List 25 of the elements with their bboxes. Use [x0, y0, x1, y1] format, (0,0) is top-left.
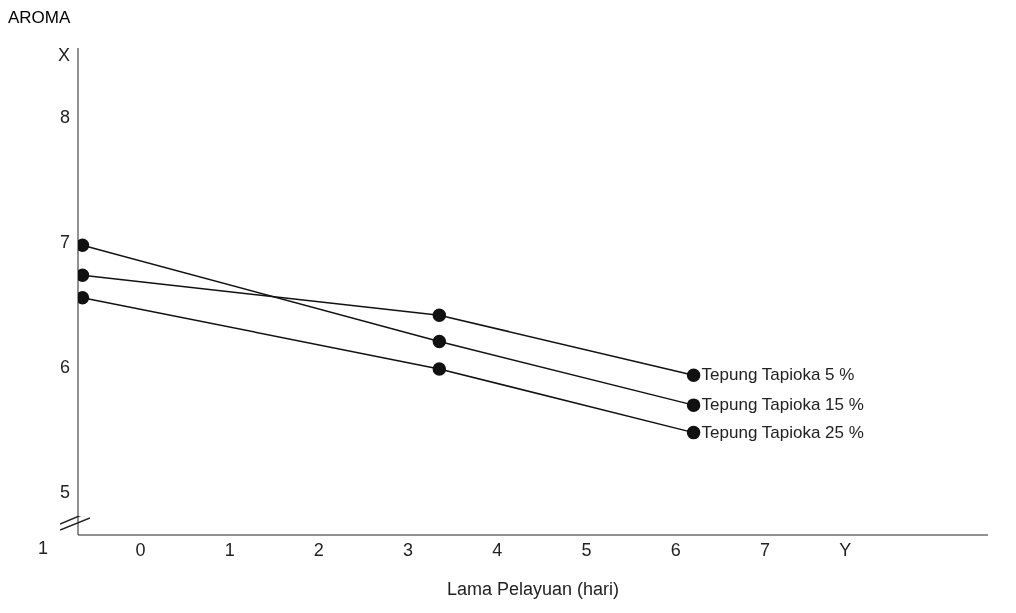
y-tick-label: 5: [59, 481, 70, 502]
y-tick-label: 8: [59, 107, 70, 128]
point: [686, 425, 701, 440]
x-tick-label: 5: [581, 539, 592, 560]
series-label: Tepung Tapioka 5 %: [701, 365, 855, 385]
point: [432, 308, 447, 322]
x-tick-label: 7: [759, 539, 770, 560]
y-tick-label: 7: [59, 231, 70, 252]
x-tick-label: 4: [492, 539, 503, 560]
y-tick-label: X: [57, 44, 70, 65]
y-tick-label: 6: [59, 356, 70, 377]
x-tick-label: Y: [839, 539, 852, 560]
x-tick-label: 1: [224, 539, 235, 560]
x-tick-label: 2: [313, 539, 324, 560]
x-axis-title: Lama Pelayuan (hari): [446, 579, 620, 599]
point: [432, 334, 447, 349]
x-tick-label: 0: [135, 539, 146, 560]
y-axis-title: AROMA: [8, 8, 71, 28]
series-label: Tepung Tapioka 15 %: [701, 395, 864, 415]
point: [686, 398, 701, 412]
point: [432, 362, 447, 376]
x-tick-label: 3: [403, 539, 414, 560]
series-label: Tepung Tapioka 25 %: [701, 422, 864, 442]
x-tick-label: 6: [670, 539, 681, 560]
point: [686, 368, 701, 382]
